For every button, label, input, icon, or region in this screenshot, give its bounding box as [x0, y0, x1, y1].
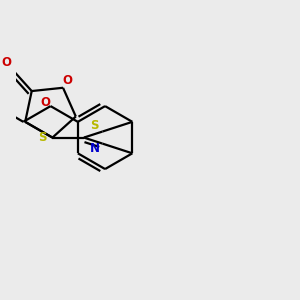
- Text: S: S: [38, 131, 47, 144]
- Text: O: O: [1, 56, 11, 69]
- Text: S: S: [90, 119, 99, 132]
- Text: N: N: [90, 142, 100, 155]
- Text: O: O: [40, 96, 51, 109]
- Text: O: O: [62, 74, 72, 87]
